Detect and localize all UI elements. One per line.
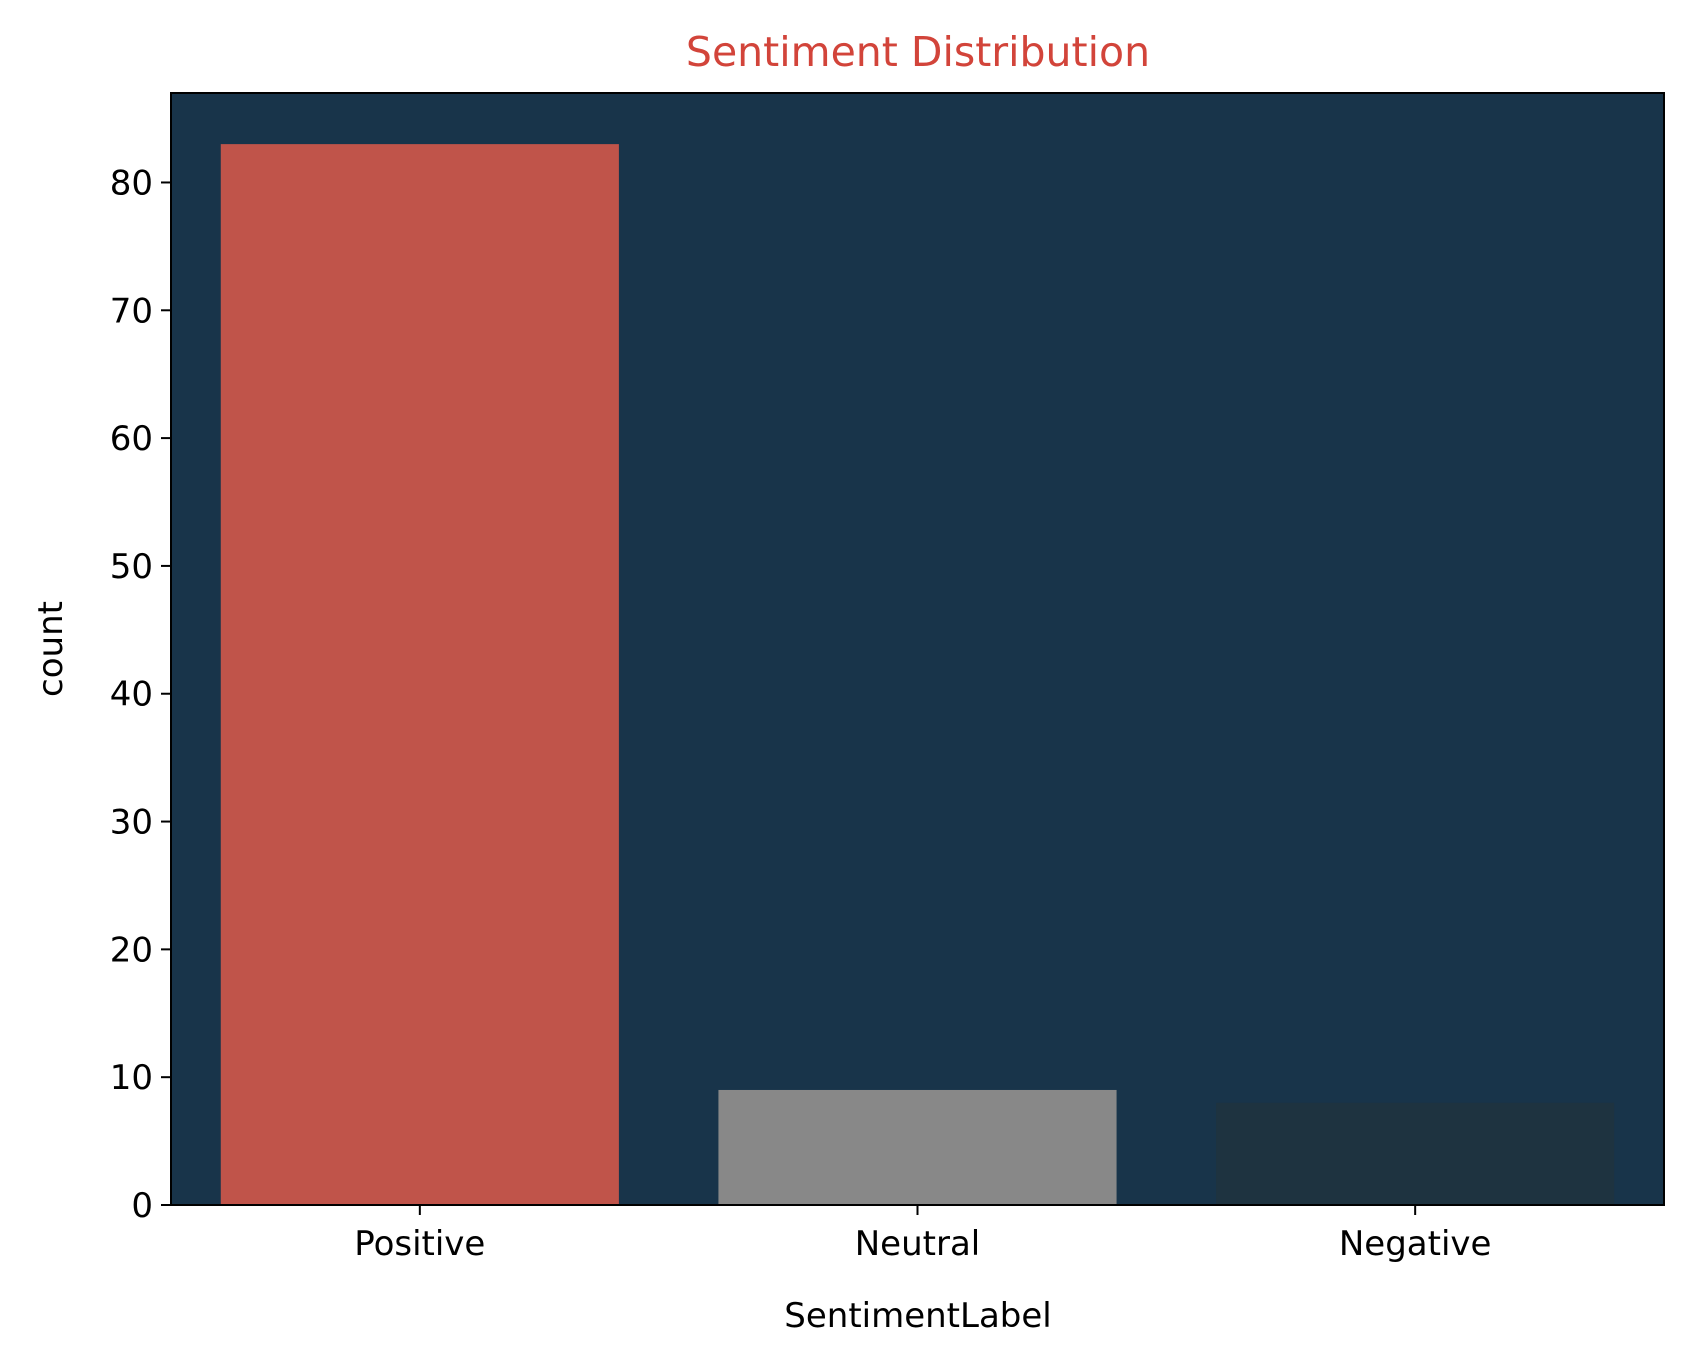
y-tick-label: 40 [110,675,153,715]
x-tick-label: Neutral [855,1224,981,1264]
x-axis-title: SentimentLabel [784,1296,1051,1336]
x-tick-label: Positive [354,1224,485,1264]
bar-positive [220,144,619,1205]
bar-negative [1216,1102,1615,1205]
y-tick-label: 30 [110,803,153,843]
y-tick-label: 10 [110,1058,153,1098]
bar-neutral [718,1089,1117,1205]
bars-group [220,144,1615,1205]
chart-title: Sentiment Distribution [686,28,1150,76]
y-tick-label: 50 [110,547,153,587]
y-axis: 0 10 20 30 40 50 60 70 80 [110,163,171,1226]
y-tick-label: 80 [110,163,153,203]
y-axis-title: count [31,601,71,697]
x-tick-label: Negative [1339,1224,1492,1264]
y-tick-label: 20 [110,930,153,970]
y-tick-label: 60 [110,419,153,459]
y-tick-label: 70 [110,291,153,331]
x-axis: Positive Neutral Negative [354,1205,1491,1264]
y-tick-label: 0 [131,1186,153,1226]
